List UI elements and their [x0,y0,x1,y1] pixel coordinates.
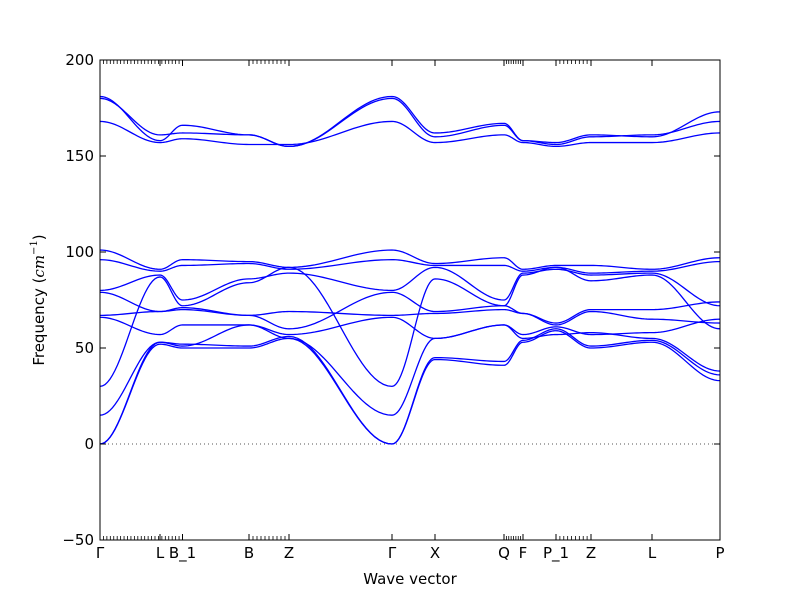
y-axis-label-unit: cm [30,255,48,278]
y-axis-ticks: −50 0 50 100 150 200 [62,51,720,549]
x-tick-label: P_1 [543,544,569,563]
y-axis-label: Frequency (cm−1) [29,234,48,365]
y-tick-label: 0 [84,435,94,453]
x-tick-label: B_1 [169,544,196,563]
x-tick-label: X [430,544,440,562]
plot-frame [99,59,721,541]
y-tick-label: 150 [65,147,94,165]
phonon-branch-11 [100,120,720,148]
phonon-branch-2 [100,328,720,445]
x-tick-label: Q [498,544,510,562]
phonon-branch-6 [100,308,720,326]
x-tick-label: P [715,544,724,562]
y-tick-label: 200 [65,51,94,69]
phonon-branch-5 [100,316,720,340]
phonon-branch-7 [100,291,720,330]
y-axis-label-main: Frequency ( [30,278,48,366]
x-tick-label: Γ [96,544,105,562]
x-tick-label: L [156,544,165,562]
phonon-branch-10 [100,249,720,270]
phonon-branch-13 [100,95,720,148]
x-axis-label: Wave vector [363,570,457,588]
dispersion-curves [100,95,720,445]
x-tick-label: Γ [388,544,397,562]
y-tick-label: −50 [62,531,94,549]
x-axis-ticks: Γ L B_1 B Z Γ X Q F P_1 Z L P [96,60,725,563]
phonon-branch-4 [100,266,720,388]
phonon-branch-8 [100,266,720,307]
x-tick-label: Z [284,544,294,562]
phonon-branch-12 [100,97,720,148]
x-tick-label: F [519,544,528,562]
phonon-branch-1 [100,330,720,445]
x-tick-label: L [648,544,657,562]
x-tick-label: B [244,544,254,562]
y-tick-label: 100 [65,243,94,261]
phonon-branch-9 [100,259,720,274]
y-axis-label-exponent: −1 [29,240,40,255]
x-tick-label: Z [586,544,596,562]
y-axis-label-close: ) [30,234,48,240]
y-tick-label: 50 [75,339,94,357]
